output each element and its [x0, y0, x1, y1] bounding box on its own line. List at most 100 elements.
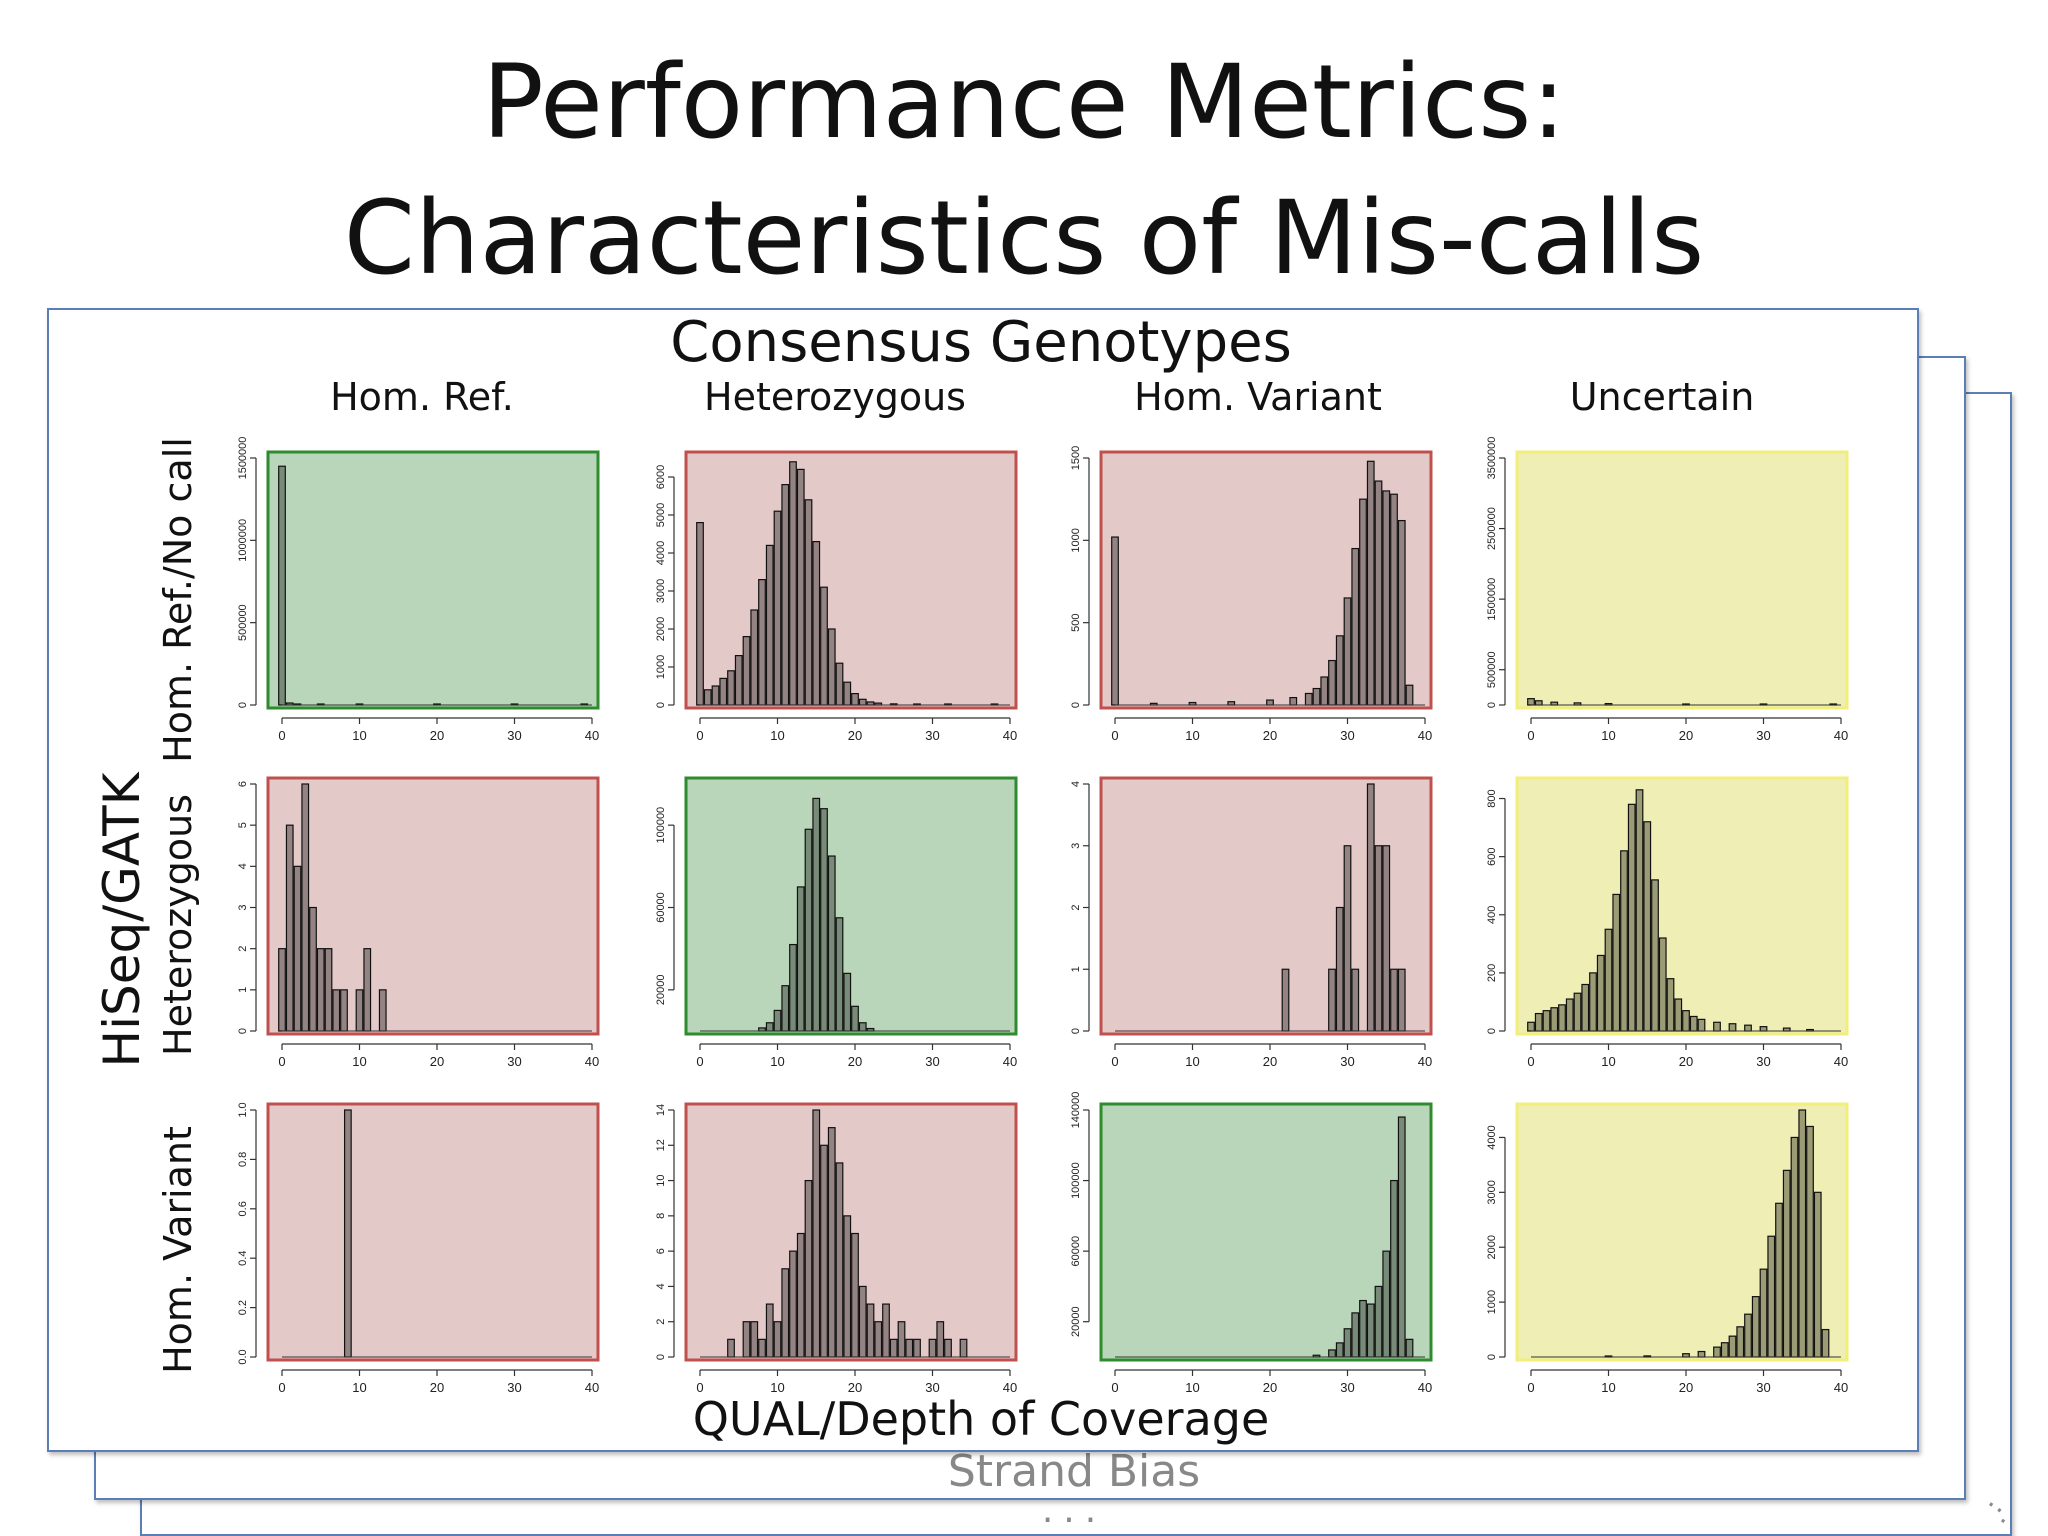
y-tick-label: 0: [1070, 1028, 1082, 1034]
x-axis-label: QUAL/Depth of Coverage: [692, 1392, 1270, 1446]
histogram-bar: [1335, 635, 1344, 706]
histogram-bar: [1397, 519, 1406, 706]
histogram-bar: [1813, 1191, 1822, 1358]
x-tick-label: 30: [925, 728, 939, 743]
histogram-bar: [851, 1232, 859, 1358]
y-tick-label: 60000: [1070, 1236, 1082, 1267]
y-tick-label: 6000: [655, 465, 667, 489]
histogram-bar: [820, 808, 828, 1032]
y-tick-label: 3500000: [1486, 437, 1498, 480]
y-tick-label: 0: [1486, 1028, 1498, 1034]
x-tick-label: 30: [1340, 728, 1354, 743]
histogram-bar: [773, 1321, 782, 1358]
x-tick-label: 30: [1756, 728, 1770, 743]
histogram-bar: [1312, 687, 1321, 706]
histogram-bar: [1651, 879, 1659, 1032]
histogram-bar: [1689, 1015, 1698, 1032]
page-title-line-1: Performance Metrics:: [482, 43, 1566, 162]
histogram-bar: [1759, 1026, 1768, 1032]
histogram-bar: [1744, 1024, 1752, 1032]
histogram-bar: [1328, 968, 1336, 1032]
histogram-bar: [1759, 1268, 1768, 1358]
histogram-bar: [1374, 1285, 1383, 1358]
x-tick-label: 40: [585, 1380, 599, 1395]
histogram-bar: [874, 1321, 883, 1358]
y-tick-label: 2: [1070, 904, 1082, 910]
y-tick-label: 0: [237, 702, 249, 708]
histogram-bar: [1713, 1021, 1721, 1032]
y-tick-label: 2000: [655, 617, 667, 641]
histogram-bar: [781, 985, 790, 1032]
panel-2-3: 0 10 20 30 40 0 1 2 3 4: [1070, 776, 1433, 1069]
histogram-bar: [1335, 1342, 1344, 1358]
histogram-bar: [355, 989, 364, 1032]
histogram-bar: [293, 865, 302, 1032]
histogram-bar: [858, 698, 867, 706]
x-tick-label: 20: [848, 1380, 862, 1395]
histogram-bar: [309, 906, 317, 1032]
histogram-bar: [727, 670, 735, 706]
histogram-bar: [773, 1009, 782, 1032]
histogram-bar: [1343, 597, 1352, 706]
y-tick-label: 20000: [1070, 1306, 1082, 1337]
histogram-bar: [765, 544, 774, 706]
histogram-bar: [316, 948, 325, 1032]
histogram-bar: [1405, 684, 1414, 706]
histogram-bar: [1335, 906, 1344, 1032]
histogram-bar: [889, 1338, 898, 1358]
histogram-bar: [804, 828, 813, 1032]
y-tick-label: 6: [655, 1248, 667, 1254]
histogram-bar: [378, 989, 387, 1032]
y-tick-label: 0: [655, 1354, 667, 1360]
x-tick-label: 0: [1111, 1380, 1118, 1395]
x-tick-label: 40: [1418, 1380, 1432, 1395]
histogram-bar: [882, 1303, 890, 1358]
y-tick-label: 100000: [1070, 1162, 1082, 1199]
x-tick-label: 0: [1527, 728, 1534, 743]
histogram-bar: [1527, 1021, 1535, 1032]
y-tick-label: 0.4: [237, 1251, 249, 1266]
y-tick-label: 1500000: [237, 437, 249, 480]
next-card-label: Strand Bias: [947, 1446, 1201, 1497]
histogram-bar: [1612, 893, 1621, 1032]
y-tick-label: 5: [237, 822, 249, 828]
histogram-bar: [1767, 1235, 1776, 1358]
x-tick-label: 20: [430, 1054, 444, 1069]
histogram-bar: [1351, 968, 1360, 1032]
y-tick-label: 2500000: [1486, 507, 1498, 550]
consensus-genotypes-label: Consensus Genotypes: [670, 310, 1292, 375]
x-tick-label: 30: [507, 1380, 521, 1395]
y-tick-label: 3000: [655, 579, 667, 603]
y-tick-label: 10: [655, 1174, 667, 1186]
histogram-bar: [1328, 1349, 1336, 1358]
histogram-bar: [1382, 490, 1391, 706]
panel-2-1: 0 10 20 30 40 0 1 2 3 4 5 6: [237, 776, 600, 1069]
histogram-bar: [781, 1268, 790, 1358]
y-tick-label: 1.0: [237, 1102, 249, 1117]
x-tick-label: 40: [1418, 728, 1432, 743]
histogram-bar: [734, 654, 743, 706]
x-tick-label: 20: [1679, 1380, 1693, 1395]
histogram-bar: [1390, 1179, 1398, 1358]
histogram-bar: [363, 948, 372, 1032]
x-tick-label: 30: [925, 1054, 939, 1069]
histogram-bar: [1343, 1328, 1352, 1358]
panel-background: [1099, 1102, 1433, 1362]
x-tick-label: 0: [696, 728, 703, 743]
histogram-bar: [827, 855, 836, 1032]
histogram-bar: [278, 465, 286, 706]
histogram-bar: [936, 1321, 945, 1358]
y-tick-label: 0.6: [237, 1201, 249, 1216]
x-tick-label: 10: [770, 1054, 784, 1069]
x-tick-label: 20: [1263, 1380, 1277, 1395]
histogram-bar: [1374, 480, 1383, 706]
panel-background: [266, 776, 600, 1036]
histogram-bar: [1558, 1004, 1566, 1032]
histogram-bar: [742, 1321, 751, 1358]
panel-1-2: 0 10 20 30 40 0 1000 2000 3000 4000 5000 6000: [655, 450, 1018, 743]
y-tick-label: 100000: [655, 807, 667, 844]
y-tick-label: 2: [655, 1319, 667, 1325]
histogram-bar: [1366, 783, 1375, 1032]
histogram-bar: [897, 1321, 906, 1358]
x-tick-label: 20: [848, 1054, 862, 1069]
